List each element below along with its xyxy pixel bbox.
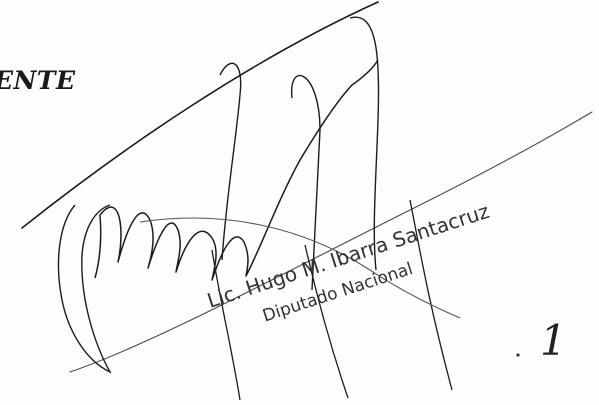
signature-descender-3	[409, 199, 453, 391]
signature-upper-loop-c	[349, 16, 380, 271]
heading-fragment: ENTE	[0, 66, 76, 95]
signature-descender-2	[304, 244, 349, 399]
signature-left-loop	[57, 204, 112, 374]
signature-descender-1	[211, 249, 241, 401]
signature-cross-stroke	[139, 217, 461, 319]
signature-cursive-body	[94, 59, 379, 281]
signature-upper-loop-b	[291, 74, 321, 291]
signature-upper-loop-a	[219, 62, 242, 261]
page-number: 1	[540, 316, 567, 365]
signature-lower-arc	[69, 111, 593, 373]
signature-sweep-stroke	[21, 1, 379, 229]
ink-dot	[516, 353, 520, 357]
